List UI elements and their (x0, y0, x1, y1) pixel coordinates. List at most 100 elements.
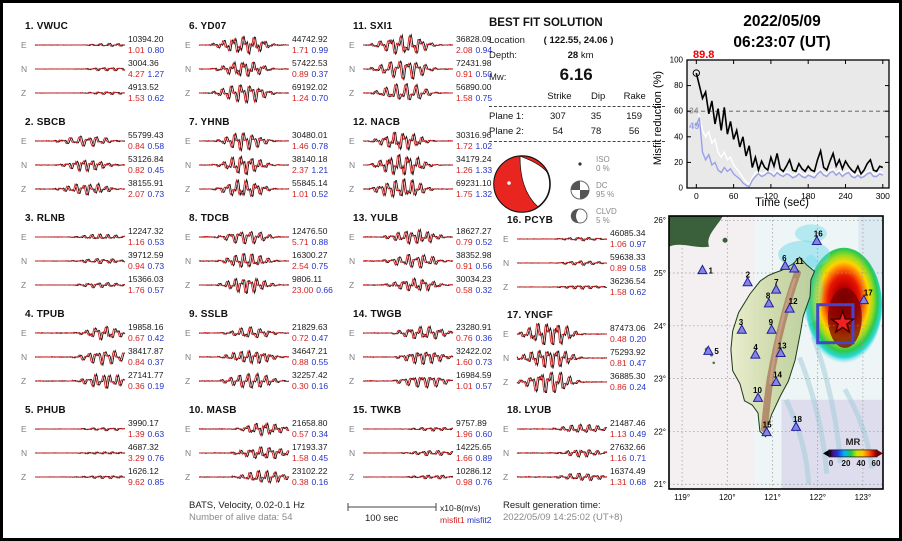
component-label: N (185, 256, 192, 266)
misfit2-value: 0.45 (147, 165, 165, 175)
waveform-trace (516, 472, 608, 482)
misfit1-value: 1.06 (610, 239, 627, 249)
map-text: 15 (763, 420, 772, 429)
station-title: 8. TDCB (189, 213, 230, 224)
waveform-row: E 55799.43 0.84 0.58 (19, 129, 179, 153)
decomposition-text: DC 95 % (596, 181, 614, 199)
amplitude-value: 32257.42 (292, 370, 328, 380)
waveform-trace (34, 451, 126, 455)
map-text: 5 (714, 347, 719, 356)
map-text: 40 (857, 459, 866, 468)
result-time: 2022/05/09 14:25:02 (UT+8) (503, 512, 623, 523)
waveform-row: E 12247.32 1.16 0.53 (19, 225, 179, 249)
waveform-trace (198, 252, 289, 269)
map-text: 0 (829, 459, 834, 468)
trace-values: 10394.20 1.01 0.80 (128, 35, 164, 55)
waveform-row: N 75293.92 0.81 0.47 (501, 346, 661, 370)
decomposition-pct: 0 % (596, 164, 610, 173)
component-label: Z (21, 376, 27, 386)
map-text: 49 (689, 121, 700, 132)
misfit1-value: 1.58 (292, 453, 309, 463)
misfit2-value: 0.19 (147, 381, 165, 391)
waveform-trace (362, 60, 454, 81)
misfit1-value: 1.01 (456, 381, 473, 391)
misfit1-value: 1.71 (292, 45, 309, 55)
map-text: 119° (674, 493, 690, 502)
station-block: 4. TPUB E 19858.16 0.67 0.42 N 38417.87 0.84 0.3… (19, 309, 179, 393)
trace-values: 21658.80 0.57 0.34 (292, 419, 328, 439)
station-marker (752, 392, 764, 402)
station-marker (736, 324, 748, 334)
waveform-trace (34, 42, 126, 47)
waveform-row: Z 36236.54 1.58 0.62 (501, 275, 661, 299)
misfit-values: 1.06 0.97 (610, 238, 646, 249)
map-text: 120° (719, 493, 736, 502)
trace-values: 16984.59 1.01 0.57 (456, 371, 492, 391)
misfit2-value: 0.73 (147, 261, 165, 271)
map-text: 6 (782, 254, 787, 263)
waveform-row: E 21487.46 1.13 0.49 (501, 417, 661, 441)
component-label: Z (503, 472, 509, 482)
waveform-row: N 27632.66 1.16 0.71 (501, 441, 661, 465)
station-title: 13. YULB (353, 213, 399, 224)
misfit2-value: 1.33 (475, 165, 493, 175)
misfit1-value: 1.58 (456, 93, 473, 103)
misfit2-value: 0.88 (311, 237, 329, 247)
misfit-values: 1.39 0.63 (128, 428, 164, 439)
misfit-values: 1.96 0.60 (456, 428, 492, 439)
component-label: E (349, 136, 355, 146)
decomposition-text: CLVD 5 % (596, 207, 617, 225)
misfit2-value: 0.78 (311, 141, 329, 151)
misfit1-value: 1.58 (610, 287, 627, 297)
waveform-row: N 17193.37 1.58 0.45 (183, 441, 343, 465)
waveform-row: N 53126.84 0.82 0.45 (19, 153, 179, 177)
trace-values: 19858.16 0.67 0.42 (128, 323, 164, 343)
station-title: 5. PHUB (25, 405, 66, 416)
misfit1-value: 1.16 (128, 237, 145, 247)
divider (489, 141, 665, 142)
result-label: Result generation time: (503, 500, 601, 511)
trace-values: 56890.00 1.58 0.75 (456, 83, 492, 103)
amplitude-value: 57422.53 (292, 58, 328, 68)
misfit1-value: 1.26 (456, 165, 473, 175)
waveform-row: Z 56890.00 1.58 0.75 (347, 81, 507, 105)
misfit-values: 4.27 1.27 (128, 68, 164, 79)
misfit-values: 0.98 0.76 (456, 476, 492, 487)
component-label: E (503, 424, 509, 434)
trace-values: 55845.14 1.01 0.52 (292, 179, 328, 199)
trace-values: 38140.18 2.37 1.21 (292, 155, 328, 175)
map-text: 122° (809, 493, 826, 502)
misfit-values: 23.00 0.66 (292, 284, 333, 295)
amplitude-value: 4687.32 (128, 442, 159, 452)
waveform-trace (198, 60, 290, 78)
misfit1-value: 0.84 (128, 141, 145, 151)
component-label: N (21, 64, 28, 74)
component-label: N (21, 160, 28, 170)
misfit2-value: 0.66 (316, 285, 333, 295)
misfit-values: 0.58 0.32 (456, 284, 492, 295)
trace-values: 69192.02 1.24 0.70 (292, 83, 328, 103)
component-label: N (349, 352, 356, 362)
waveform-trace (198, 349, 290, 366)
misfit-values: 9.62 0.85 (128, 476, 164, 487)
waveform-trace (35, 349, 126, 367)
misfit1-value: 0.98 (456, 477, 473, 487)
misfit1-value: 1.24 (292, 93, 309, 103)
trace-values: 75293.92 0.81 0.47 (610, 348, 646, 368)
amplitude-value: 38155.91 (128, 178, 164, 188)
waveform-trace (34, 475, 125, 480)
component-label: Z (185, 472, 191, 482)
amplitude-value: 12247.32 (128, 226, 164, 236)
misfit-values: 1.76 0.57 (128, 284, 164, 295)
station-title: 17. YNGF (507, 310, 553, 321)
misfit2-value: 0.16 (311, 381, 329, 391)
misfit1-value: 1.39 (128, 429, 145, 439)
map-text: 100 (670, 56, 684, 65)
bandpass-text: BATS, Velocity, 0.02-0.1 Hz (189, 500, 305, 511)
trace-values: 34179.24 1.26 1.33 (456, 155, 492, 175)
trace-values: 21829.63 0.72 0.47 (292, 323, 328, 343)
map-text: 34 (689, 106, 699, 116)
amplitude-value: 59638.33 (610, 252, 646, 262)
location-value: ( 122.55, 24.06 ) (543, 35, 614, 46)
waveform-row: Z 30034.23 0.58 0.32 (347, 273, 507, 297)
